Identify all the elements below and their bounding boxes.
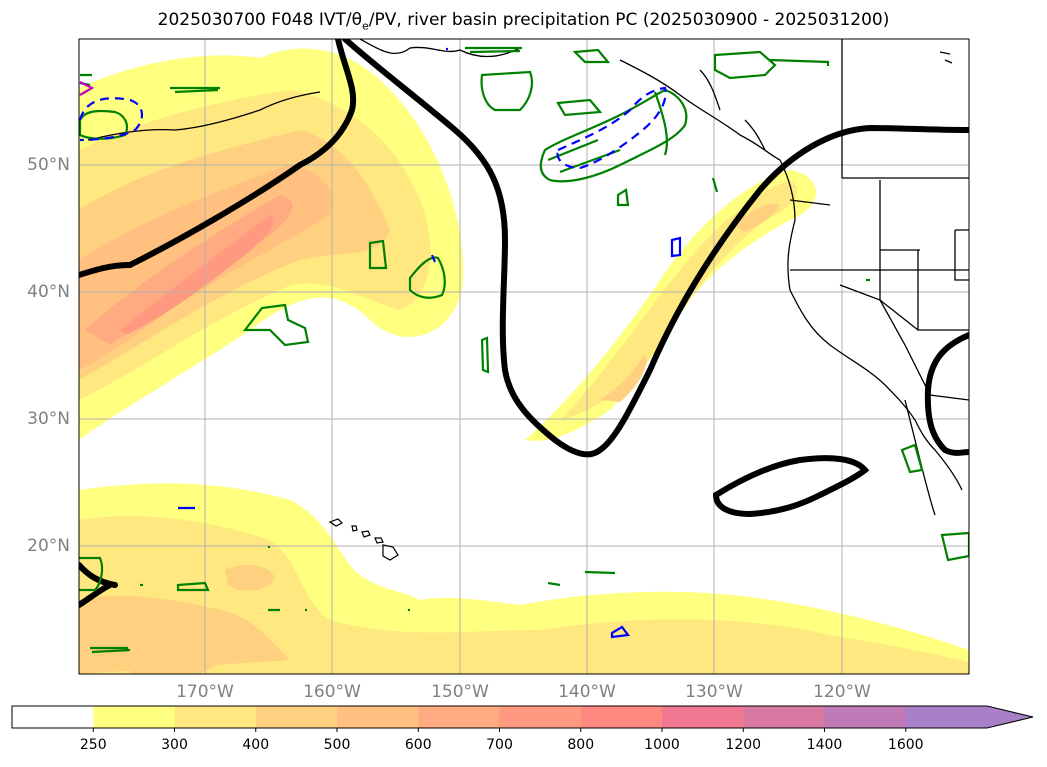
colorbar-label: 1000: [644, 737, 680, 753]
colorbar-swatch: [580, 706, 663, 728]
colorbar-label: 400: [242, 737, 270, 753]
colorbar-swatch: [255, 706, 338, 728]
colorbar-label: 500: [323, 737, 351, 753]
map-content: [79, 39, 969, 674]
colorbar-swatch: [93, 706, 175, 728]
colorbar-swatches: [12, 706, 1033, 728]
lon-label-120w: 120°W: [813, 682, 871, 702]
lat-label-50n: 50°N: [27, 155, 70, 175]
colorbar-label: 1200: [725, 737, 762, 753]
title-prefix: 2025030700 F048 IVT/: [157, 10, 352, 30]
lon-label-150w: 150°W: [431, 682, 489, 702]
precip-negative-contours: [79, 47, 682, 639]
colorbar-swatch: [12, 706, 94, 728]
ivt-east-plume: [525, 170, 817, 441]
pv-contour: [79, 39, 969, 608]
colorbar-swatch: [174, 706, 257, 728]
colorbar-swatch: [499, 706, 582, 728]
precip-positive-contours: [79, 46, 969, 654]
map-title: 2025030700 F048 IVT/θe/PV, river basin p…: [0, 10, 1047, 32]
colorbar-swatch: [824, 706, 907, 728]
colorbar-label: 800: [567, 737, 595, 753]
colorbar-ticks: [92, 728, 907, 732]
colorbar-label: 1600: [887, 737, 924, 753]
lat-label-40n: 40°N: [27, 282, 70, 302]
title-theta-subscript: e: [362, 19, 369, 33]
lat-label-20n: 20°N: [27, 536, 70, 556]
colorbar-swatch: [418, 706, 500, 728]
lon-label-130w: 130°W: [685, 682, 743, 702]
colorbar-label: 250: [79, 737, 107, 753]
title-suffix: /PV, river basin precipitation PC (20250…: [368, 10, 890, 30]
lon-label-140w: 140°W: [558, 682, 616, 702]
hawaii-islands: [328, 518, 399, 561]
ivt-north-plume: [79, 48, 464, 440]
coastlines: [87, 39, 969, 516]
colorbar-outline: [11, 705, 1034, 729]
precip-extreme-contours: [79, 81, 95, 96]
colorbar-label: 600: [404, 737, 432, 753]
title-theta: θ: [351, 10, 362, 30]
colorbar-swatch: [662, 706, 744, 728]
colorbar-swatch: [905, 706, 1033, 728]
map-frame: [78, 38, 970, 675]
colorbar-label: 700: [486, 737, 513, 753]
lon-label-170w: 170°W: [176, 682, 234, 702]
colorbar-swatch: [743, 706, 825, 728]
ivt-south-band: [79, 483, 969, 674]
colorbar-label: 1400: [806, 737, 843, 753]
lat-label-30n: 30°N: [27, 409, 70, 429]
colorbar-swatch: [337, 706, 419, 728]
graticule: [79, 39, 969, 674]
lon-label-160w: 160°W: [303, 682, 361, 702]
colorbar-label: 300: [161, 737, 188, 753]
